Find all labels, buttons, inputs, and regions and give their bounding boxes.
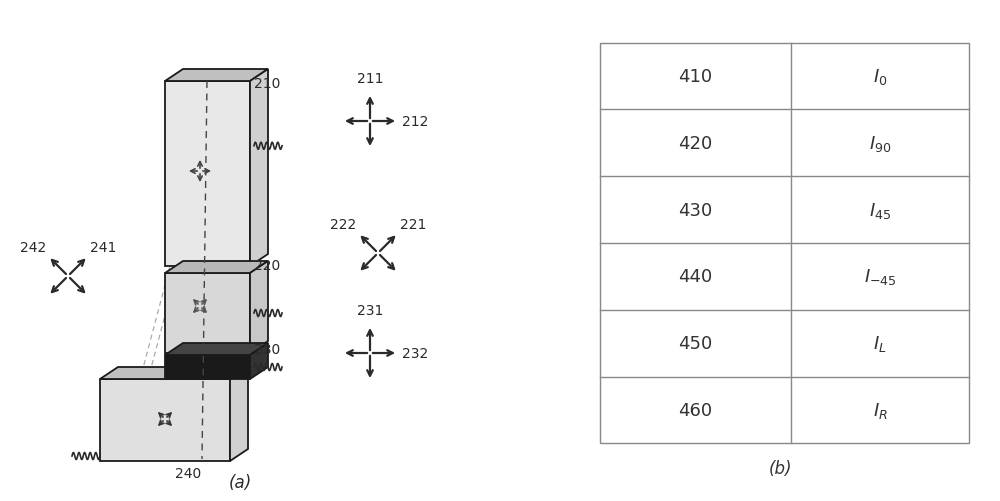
Text: 221: 221 [400, 218, 426, 232]
Text: 450: 450 [678, 335, 713, 352]
Text: 242: 242 [20, 240, 46, 255]
Polygon shape [165, 355, 250, 379]
Text: 210: 210 [254, 77, 280, 91]
Text: (a): (a) [228, 473, 252, 491]
Text: 212: 212 [402, 115, 428, 129]
Polygon shape [100, 367, 248, 379]
Text: (b): (b) [768, 459, 792, 477]
Polygon shape [250, 343, 268, 379]
Polygon shape [100, 379, 230, 461]
Text: 230: 230 [254, 342, 280, 356]
Polygon shape [165, 343, 268, 355]
Text: 430: 430 [678, 201, 713, 219]
Text: 222: 222 [330, 218, 356, 232]
Text: $\mathit{I}_{-45}$: $\mathit{I}_{-45}$ [864, 267, 896, 287]
Text: $\mathit{I}_{0}$: $\mathit{I}_{0}$ [873, 67, 887, 87]
Text: $\mathit{I}_{R}$: $\mathit{I}_{R}$ [873, 400, 887, 420]
Text: 241: 241 [90, 240, 116, 255]
Text: 232: 232 [402, 346, 428, 360]
Polygon shape [165, 274, 250, 353]
Text: $\mathit{I}_{45}$: $\mathit{I}_{45}$ [869, 200, 891, 220]
Polygon shape [250, 262, 268, 353]
Text: 240: 240 [175, 466, 201, 480]
Polygon shape [250, 70, 268, 267]
Text: 440: 440 [678, 268, 713, 286]
Text: 220: 220 [254, 259, 280, 273]
Text: 460: 460 [678, 401, 713, 419]
Text: $\mathit{I}_{L}$: $\mathit{I}_{L}$ [873, 334, 887, 353]
Text: 410: 410 [678, 68, 713, 86]
Bar [600, 44, 969, 443]
Text: 231: 231 [357, 304, 383, 317]
Polygon shape [165, 70, 268, 82]
Text: 211: 211 [357, 72, 383, 86]
Polygon shape [230, 367, 248, 461]
Polygon shape [165, 82, 250, 267]
Text: 420: 420 [678, 135, 713, 152]
Text: $\mathit{I}_{90}$: $\mathit{I}_{90}$ [869, 134, 891, 153]
Polygon shape [165, 262, 268, 274]
